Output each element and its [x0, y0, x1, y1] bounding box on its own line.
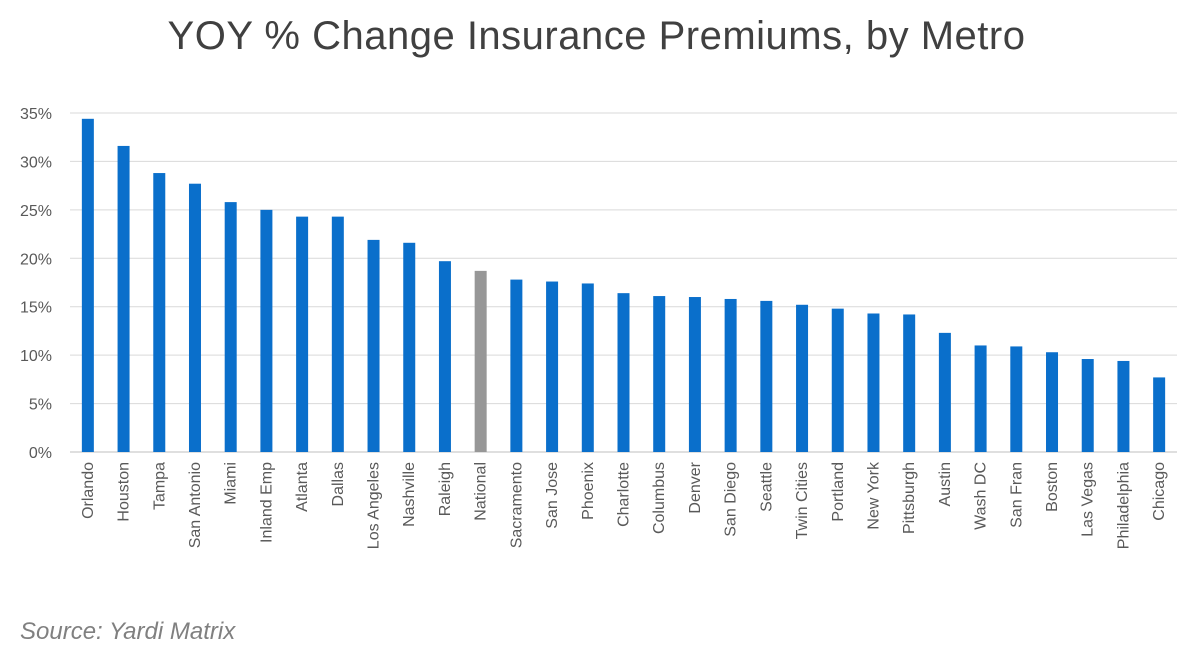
bar-wash-dc [974, 345, 987, 452]
x-category-label: Las Vegas [1080, 462, 1097, 537]
y-tick-label: 0% [29, 445, 52, 462]
x-category-label: Tampa [151, 462, 168, 510]
y-tick-label: 20% [20, 251, 52, 268]
x-category-label: Raleigh [437, 462, 454, 516]
bar-raleigh [438, 261, 451, 452]
bar-orlando [81, 118, 94, 452]
x-category-label: Los Angeles [366, 462, 383, 549]
bar-los-angeles [367, 239, 380, 452]
bar-seattle [760, 300, 773, 452]
bar-san-antonio [188, 183, 201, 452]
bar-austin [938, 332, 951, 452]
x-category-label: San Diego [723, 462, 740, 537]
bar-atlanta [296, 216, 309, 452]
bar-tampa [153, 173, 166, 452]
bar-san-fran [1010, 346, 1023, 452]
bar-dallas [331, 216, 344, 452]
x-category-label: Austin [937, 462, 954, 506]
y-tick-label: 10% [20, 348, 52, 365]
bar-pittsburgh [903, 314, 916, 452]
bar-nashville [403, 242, 416, 452]
y-tick-label: 15% [20, 300, 52, 317]
x-category-label: Dallas [330, 462, 347, 506]
x-category-label: Miami [223, 462, 240, 505]
x-axis: Orlando Houston Tampa San Antonio Miami Inlan… [80, 461, 1168, 549]
y-tick-label: 30% [20, 154, 52, 171]
x-category-label: New York [865, 461, 882, 530]
bar-las-vegas [1081, 359, 1094, 452]
x-category-label: Inland Emp [258, 462, 275, 543]
x-category-label: Seattle [758, 462, 775, 512]
x-category-label: Orlando [80, 462, 97, 519]
x-category-label: Charlotte [616, 462, 633, 527]
bar-houston [117, 145, 130, 452]
bar-charlotte [617, 293, 630, 452]
bars [81, 118, 1166, 452]
x-category-label: Boston [1044, 462, 1061, 512]
bar-san-diego [724, 298, 737, 452]
bar-chart: 0% 5% 10% 15% 20% 25% 30% 35% Orlando Houston Tam… [20, 106, 1177, 549]
bar-miami [224, 202, 237, 452]
x-category-label: Portland [830, 462, 847, 522]
bar-portland [831, 308, 844, 452]
x-category-label: Phoenix [580, 462, 597, 520]
x-category-label: Twin Cities [794, 462, 811, 539]
x-category-label: San Antonio [187, 462, 204, 548]
bar-national [474, 270, 487, 452]
x-category-label: Sacramento [508, 462, 525, 548]
bar-phoenix [581, 283, 594, 452]
source-note: Source: Yardi Matrix [20, 618, 236, 645]
x-category-label: Nashville [401, 462, 418, 527]
x-category-label: Philadelphia [1115, 462, 1132, 549]
chart-title: YOY % Change Insurance Premiums, by Metr… [167, 14, 1026, 58]
x-category-label: San Fran [1008, 462, 1025, 528]
x-category-label: Atlanta [294, 462, 311, 512]
x-category-label: Wash DC [973, 462, 990, 530]
y-tick-label: 35% [20, 106, 52, 123]
bar-denver [688, 297, 701, 452]
bar-columbus [653, 296, 666, 452]
y-tick-label: 25% [20, 203, 52, 220]
x-category-label: Columbus [651, 462, 668, 534]
bar-boston [1046, 352, 1059, 452]
x-category-label: Houston [116, 462, 133, 522]
x-category-label: Pittsburgh [901, 462, 918, 534]
bar-twin-cities [796, 304, 809, 452]
bar-philadelphia [1117, 360, 1130, 452]
x-category-label: Chicago [1151, 462, 1168, 521]
x-category-label: National [473, 462, 490, 521]
y-axis: 0% 5% 10% 15% 20% 25% 30% 35% [20, 106, 52, 462]
bar-sacramento [510, 279, 523, 452]
y-tick-label: 5% [29, 397, 52, 414]
x-category-label: Denver [687, 461, 704, 513]
bar-new-york [867, 313, 880, 452]
x-category-label: San Jose [544, 462, 561, 529]
bar-chicago [1153, 377, 1166, 452]
bar-san-jose [546, 281, 559, 452]
bar-inland-emp [260, 209, 273, 452]
